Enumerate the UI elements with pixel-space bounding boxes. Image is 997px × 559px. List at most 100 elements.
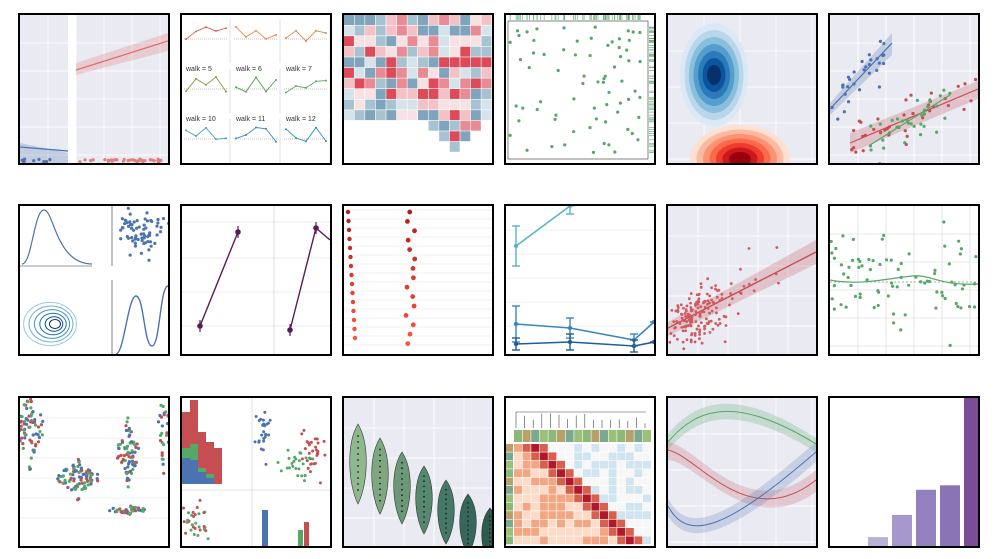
color-annotation [574, 430, 583, 442]
data-point [903, 313, 907, 317]
swarm-point [138, 508, 142, 512]
data-point [706, 306, 710, 310]
heatmap-cell [557, 486, 565, 494]
histogram-bar [214, 448, 222, 484]
data-point [710, 286, 713, 290]
data-point [943, 116, 947, 120]
swarm-point [128, 429, 132, 433]
plot-background [830, 206, 978, 354]
lowess-line [830, 275, 978, 285]
data-point [627, 38, 631, 42]
heatmap-cell [439, 78, 450, 89]
swarm-point [28, 398, 33, 401]
swarm-point [126, 450, 130, 454]
data-point [699, 321, 703, 325]
data-point [626, 97, 631, 101]
color-annotation [506, 469, 513, 477]
histogram-bar [182, 458, 190, 484]
data-point [853, 294, 858, 299]
heatmap-cell [608, 477, 617, 486]
data-point [253, 440, 257, 444]
regression-line [830, 42, 893, 110]
data-point [142, 236, 146, 240]
heatmap-cell [365, 25, 376, 36]
data-point [182, 520, 186, 524]
heatmap-cell [481, 110, 492, 121]
heatmap-cell [608, 444, 617, 452]
data-point [832, 284, 836, 288]
heatmap-cell [582, 528, 591, 536]
violin-point [401, 499, 403, 502]
strip-point [412, 228, 417, 234]
heatmap-cell [643, 460, 651, 469]
heatmap-cell [608, 494, 617, 503]
swarm-point [136, 446, 141, 450]
violin-shape [481, 507, 492, 546]
heatmap-cell [600, 528, 608, 536]
data-point [694, 310, 698, 313]
plot-background [506, 206, 654, 354]
data-point [907, 283, 911, 287]
data-point [267, 433, 271, 437]
heatmap-cell [531, 536, 540, 545]
heatmap-cell [470, 120, 481, 131]
data-point [885, 127, 889, 131]
data-point [972, 282, 977, 286]
heatmap-cell [591, 444, 600, 452]
heatmap-cell [514, 519, 522, 528]
heatmap-cell [539, 502, 548, 511]
data-point [703, 327, 706, 331]
data-point [963, 82, 967, 86]
data-point [871, 258, 875, 263]
color-annotation [625, 430, 634, 442]
violin-point [423, 505, 425, 508]
data-point [685, 338, 689, 342]
heatmap-cell [514, 477, 522, 486]
violin-point [423, 495, 425, 498]
heatmap-cell [449, 46, 460, 57]
heatmap-cell [428, 78, 439, 89]
histogram-bar [206, 478, 214, 484]
violin-point [379, 459, 381, 462]
data-point [42, 160, 46, 163]
heatmap-cell [439, 110, 450, 121]
heatmap-cell [386, 89, 397, 99]
swarm-point [124, 424, 128, 428]
data-point [155, 224, 159, 228]
violin-point [489, 532, 491, 535]
heatmap-cell [531, 494, 540, 503]
data-point [693, 340, 697, 344]
data-point [257, 418, 261, 422]
heatmap-cell [582, 460, 591, 469]
swarm-point [71, 464, 75, 468]
color-annotation [539, 430, 548, 442]
kde-curve [115, 285, 168, 354]
density-contour [707, 65, 721, 85]
data-point [969, 99, 973, 103]
heatmap-cell [634, 452, 643, 461]
violin-point [445, 527, 447, 529]
data-point [880, 237, 884, 241]
heatmap-cell [531, 469, 540, 477]
strip-pointplot-chart [344, 206, 492, 354]
swarm-point [24, 422, 29, 426]
heatmap-cell [625, 452, 634, 461]
heatmap-cell [548, 502, 557, 511]
plot-background [20, 398, 168, 546]
data-point [941, 294, 945, 298]
data-point [742, 284, 746, 288]
swarm-point [96, 479, 100, 483]
violin-point [401, 488, 403, 491]
heatmap-cell [428, 89, 439, 99]
heatmap-cell [481, 67, 492, 78]
heatmap-cell [539, 444, 548, 452]
data-point [852, 128, 856, 133]
data-point [728, 303, 731, 307]
data-point [957, 239, 961, 243]
data-point [877, 290, 881, 294]
color-annotation [506, 460, 513, 469]
heatmap-cell [407, 78, 418, 89]
heatmap-cell [617, 486, 626, 494]
heatmap-cell [634, 536, 643, 545]
data-point [876, 303, 880, 308]
